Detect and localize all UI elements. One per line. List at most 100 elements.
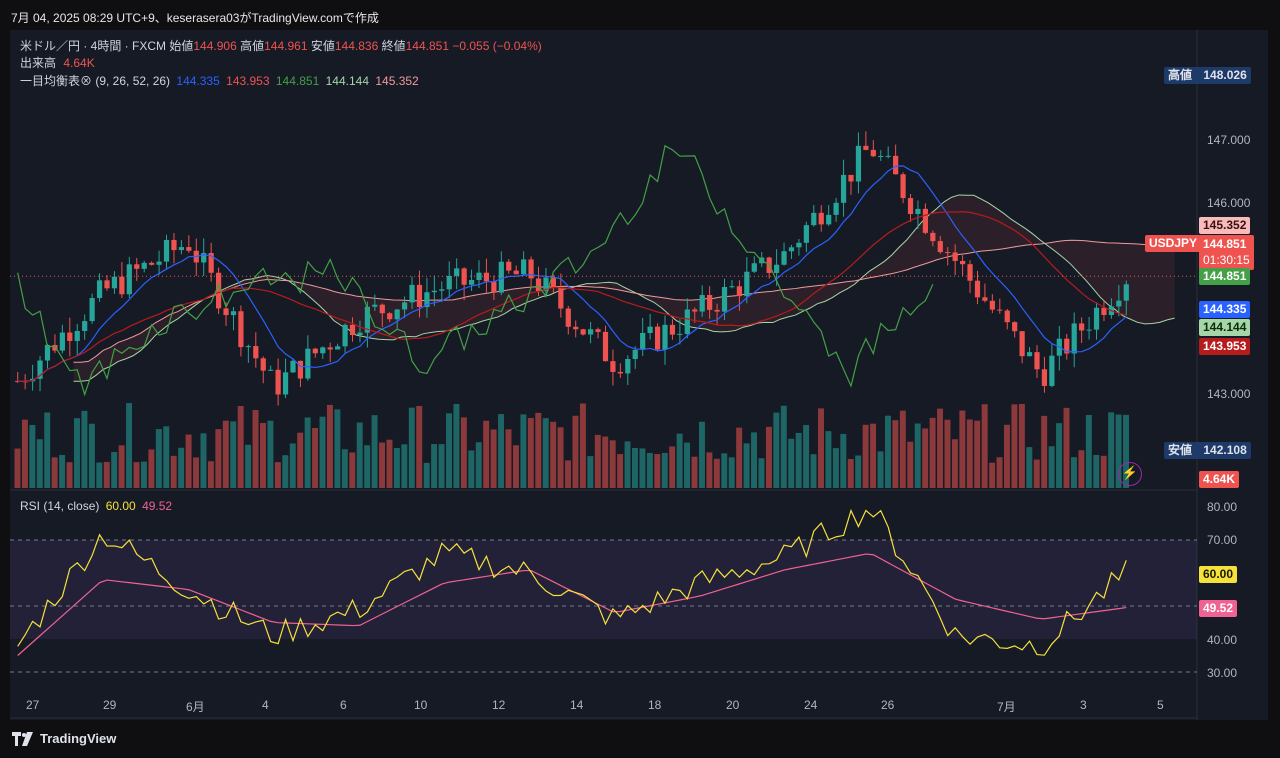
candle-body [104, 280, 110, 289]
volume-bar [877, 451, 884, 488]
candle-body [1093, 307, 1100, 330]
volume-bar [527, 417, 534, 488]
volume-bar [669, 446, 676, 488]
candle-body [186, 247, 192, 251]
volume-bar [557, 427, 564, 488]
candle-body [654, 326, 661, 350]
ichimoku-spanA-line [73, 194, 1175, 382]
footer-brand[interactable]: TradingView [12, 731, 116, 746]
volume-bar [512, 445, 519, 488]
candle-body [818, 212, 824, 225]
volume-bar [617, 454, 624, 488]
open-value: 144.906 [193, 39, 237, 53]
candle-body [171, 239, 177, 251]
rsi-line [17, 508, 1127, 656]
candle-body [535, 278, 542, 292]
candle-body [134, 264, 140, 269]
volume-bar [654, 454, 661, 488]
candle-body [223, 308, 229, 316]
candle-body [238, 311, 244, 348]
bar-countdown: 01:30:15 [1203, 253, 1250, 267]
high-tag-label: 高値 [1168, 68, 1193, 82]
candle-body [937, 241, 943, 253]
candle-body [1019, 331, 1025, 357]
volume-bar [1004, 424, 1010, 488]
x-label: 14 [570, 698, 584, 712]
volume-bar [386, 439, 393, 488]
candle-body [320, 347, 326, 354]
volume-bar [914, 423, 921, 488]
volume-bar [788, 438, 795, 488]
lightning-icon[interactable]: ⚡ [1118, 462, 1142, 486]
base-tag: 143.953 [1199, 338, 1251, 355]
candle-body [335, 346, 341, 350]
candle-body [372, 304, 378, 307]
volume-bar [453, 403, 460, 488]
candle-body [1041, 369, 1048, 386]
volume-bar [393, 448, 400, 488]
candle-body [253, 346, 259, 359]
volume-bar [193, 457, 199, 488]
volume-bar [922, 428, 929, 488]
candle-body [558, 287, 564, 309]
candle-body [751, 263, 757, 272]
volume-bar [468, 450, 475, 488]
volume-bar [170, 455, 177, 488]
candle-body [848, 174, 854, 182]
volume-bar [1108, 412, 1115, 488]
candle-body [201, 253, 207, 263]
candle-body [1086, 329, 1092, 331]
candle-body [491, 281, 497, 293]
candle-body [893, 155, 899, 175]
volume-bar [966, 419, 973, 488]
volume-bar [862, 424, 869, 488]
candle-body [1012, 322, 1018, 332]
candle-body [312, 348, 318, 354]
volume-bar [803, 425, 810, 488]
volume-bar [572, 415, 579, 488]
volume-bar [446, 413, 452, 488]
volume-bar [870, 423, 877, 488]
volume-bar [765, 426, 772, 488]
spanB-tag: 145.352 [1199, 217, 1251, 234]
candle-body [416, 284, 423, 308]
volume-bar [959, 410, 966, 488]
candle-body [870, 149, 876, 157]
volume-bar [103, 461, 110, 488]
ichimoku-lagging-line [17, 144, 934, 397]
volume-bar [587, 456, 594, 488]
candle-body [796, 242, 802, 248]
candle-body [1064, 338, 1070, 354]
volume-bar [989, 462, 996, 488]
candle-body [44, 344, 51, 361]
candle-body [573, 326, 579, 330]
volume-bar [565, 460, 571, 488]
close-value: 144.851 [405, 39, 449, 53]
candle-body [297, 360, 304, 379]
candle-body [602, 331, 609, 362]
volume-bar [1011, 404, 1018, 488]
candle-body [401, 302, 408, 310]
volume-bar [44, 412, 51, 488]
candle-body [119, 276, 125, 295]
volume-bar [676, 433, 683, 488]
candle-body [989, 300, 995, 310]
candle-body [156, 261, 162, 265]
chart-frame[interactable] [10, 30, 1268, 720]
last-price-tag: 144.851 01:30:15 [1199, 235, 1254, 270]
volume-bar [260, 423, 266, 488]
volume-bar [282, 455, 289, 488]
volume-bar [81, 410, 88, 488]
symbol-tag: USDJPY [1145, 235, 1202, 252]
candle-body [677, 333, 683, 335]
volume-bar [639, 448, 646, 488]
volume-bar [736, 427, 743, 488]
volume-bar [1018, 403, 1025, 488]
volume-bar [825, 431, 832, 488]
volume-bar [974, 420, 981, 488]
candle-body [364, 306, 371, 333]
rsi-tick-70: 70.00 [1207, 533, 1238, 547]
high-tag: 高値 148.026 [1164, 67, 1251, 84]
volume-bar [252, 410, 259, 488]
